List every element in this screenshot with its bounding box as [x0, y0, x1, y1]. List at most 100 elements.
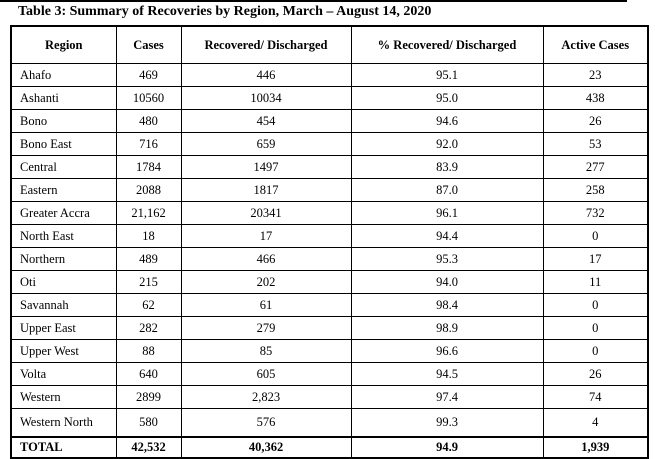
table-row: Greater Accra 21,162 20341 96.1 732	[10, 201, 649, 225]
table-row: Ashanti 10560 10034 95.0 438	[10, 86, 649, 110]
active-cell: 0	[542, 316, 649, 340]
table-row: Ahafo 469 446 95.1 23	[10, 63, 649, 87]
recovered-cell: 20341	[180, 201, 352, 225]
recovered-cell: 17	[180, 224, 352, 248]
region-cell: Eastern	[10, 178, 117, 202]
recovered-cell: 279	[180, 316, 352, 340]
active-cell: 277	[542, 155, 649, 179]
active-cell: 1,939	[542, 436, 649, 459]
pct-cell: 94.9	[350, 436, 544, 459]
active-cell: 17	[542, 247, 649, 271]
column-header-active: Active Cases	[542, 25, 649, 64]
cases-cell: 1784	[115, 155, 182, 179]
table-row: Bono East 716 659 92.0 53	[10, 132, 649, 156]
cases-cell: 42,532	[115, 436, 182, 459]
cases-cell: 62	[115, 293, 182, 317]
cases-cell: 21,162	[115, 201, 182, 225]
cases-cell: 282	[115, 316, 182, 340]
recovered-cell: 10034	[180, 86, 352, 110]
active-cell: 53	[542, 132, 649, 156]
cases-cell: 215	[115, 270, 182, 294]
table-row: Northern 489 466 95.3 17	[10, 247, 649, 271]
region-cell: Ashanti	[10, 86, 117, 110]
pct-cell: 94.0	[350, 270, 544, 294]
active-cell: 4	[542, 408, 649, 438]
region-cell: Western North	[10, 408, 117, 438]
table-row: Upper West 88 85 96.6 0	[10, 339, 649, 363]
column-header-pct: % Recovered/ Discharged	[350, 25, 544, 64]
cases-cell: 469	[115, 63, 182, 87]
recovered-cell: 1817	[180, 178, 352, 202]
active-cell: 26	[542, 362, 649, 386]
cases-cell: 489	[115, 247, 182, 271]
recovered-cell: 85	[180, 339, 352, 363]
pct-cell: 98.4	[350, 293, 544, 317]
table-row: North East 18 17 94.4 0	[10, 224, 649, 248]
active-cell: 0	[542, 293, 649, 317]
region-cell: Greater Accra	[10, 201, 117, 225]
total-row: TOTAL 42,532 40,362 94.9 1,939	[10, 436, 649, 459]
pct-cell: 95.0	[350, 86, 544, 110]
cases-cell: 640	[115, 362, 182, 386]
column-header-recovered: Recovered/ Discharged	[180, 25, 352, 64]
column-header-region: Region	[10, 25, 117, 64]
pct-cell: 94.5	[350, 362, 544, 386]
cases-cell: 2899	[115, 385, 182, 409]
active-cell: 438	[542, 86, 649, 110]
region-cell: Upper East	[10, 316, 117, 340]
active-cell: 74	[542, 385, 649, 409]
cases-cell: 580	[115, 408, 182, 438]
recovered-cell: 61	[180, 293, 352, 317]
table-row: Upper East 282 279 98.9 0	[10, 316, 649, 340]
active-cell: 26	[542, 109, 649, 133]
table-body: Ahafo 469 446 95.1 23 Ashanti 10560 10034 95.0 43…	[10, 63, 649, 459]
region-cell: Upper West	[10, 339, 117, 363]
region-cell: Ahafo	[10, 63, 117, 87]
region-cell: Northern	[10, 247, 117, 271]
recovered-cell: 40,362	[180, 436, 352, 459]
header-row: Region Cases Recovered/ Discharged % Rec…	[10, 25, 649, 64]
region-cell: Bono East	[10, 132, 117, 156]
cases-cell: 10560	[115, 86, 182, 110]
pct-cell: 87.0	[350, 178, 544, 202]
table-row: Bono 480 454 94.6 26	[10, 109, 649, 133]
table-row: Volta 640 605 94.5 26	[10, 362, 649, 386]
pct-cell: 92.0	[350, 132, 544, 156]
recovered-cell: 576	[180, 408, 352, 438]
table-row: Western North 580 576 99.3 4	[10, 408, 649, 438]
top-rule-line	[0, 0, 627, 2]
recovered-cell: 1497	[180, 155, 352, 179]
recovered-cell: 446	[180, 63, 352, 87]
cases-cell: 480	[115, 109, 182, 133]
pct-cell: 97.4	[350, 385, 544, 409]
pct-cell: 96.1	[350, 201, 544, 225]
table-row: Eastern 2088 1817 87.0 258	[10, 178, 649, 202]
region-cell: Oti	[10, 270, 117, 294]
cases-cell: 716	[115, 132, 182, 156]
recovered-cell: 605	[180, 362, 352, 386]
region-cell: North East	[10, 224, 117, 248]
active-cell: 258	[542, 178, 649, 202]
recovered-cell: 466	[180, 247, 352, 271]
pct-cell: 99.3	[350, 408, 544, 438]
active-cell: 732	[542, 201, 649, 225]
region-cell: Volta	[10, 362, 117, 386]
recovered-cell: 454	[180, 109, 352, 133]
pct-cell: 98.9	[350, 316, 544, 340]
table-row: Oti 215 202 94.0 11	[10, 270, 649, 294]
active-cell: 23	[542, 63, 649, 87]
pct-cell: 95.1	[350, 63, 544, 87]
active-cell: 0	[542, 339, 649, 363]
active-cell: 11	[542, 270, 649, 294]
pct-cell: 94.4	[350, 224, 544, 248]
table-row: Savannah 62 61 98.4 0	[10, 293, 649, 317]
region-cell: Western	[10, 385, 117, 409]
region-cell: Central	[10, 155, 117, 179]
region-cell: Bono	[10, 109, 117, 133]
table-row: Central 1784 1497 83.9 277	[10, 155, 649, 179]
pct-cell: 83.9	[350, 155, 544, 179]
cases-cell: 18	[115, 224, 182, 248]
region-cell: Savannah	[10, 293, 117, 317]
cases-cell: 2088	[115, 178, 182, 202]
